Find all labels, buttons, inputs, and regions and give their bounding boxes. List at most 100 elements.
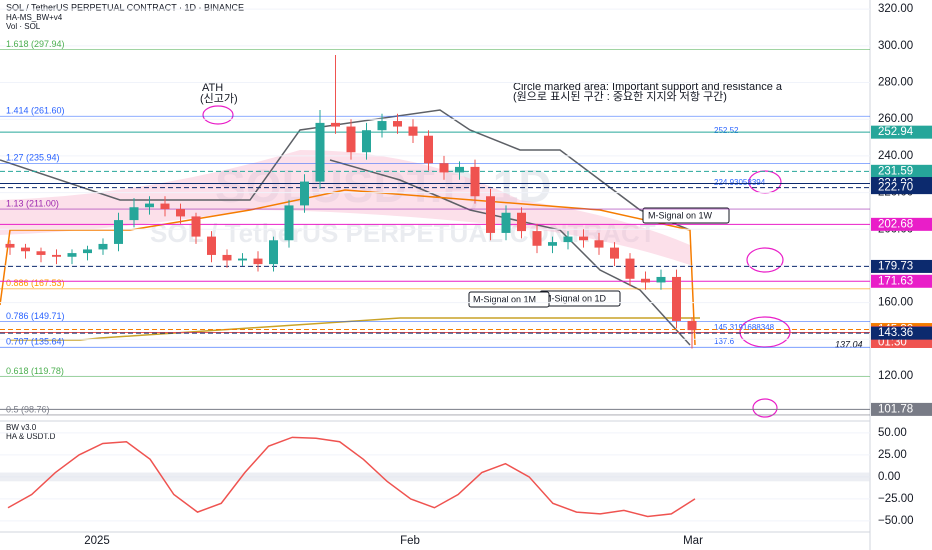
- cloud: [0, 150, 690, 265]
- candle-body: [501, 212, 511, 233]
- price-label: 171.63: [878, 275, 913, 287]
- header-title: SOL / TetherUS PERPETUAL CONTRACT · 1D ·…: [6, 2, 244, 12]
- candle-body: [439, 163, 449, 173]
- fib-label: 1.618 (297.94): [6, 39, 65, 49]
- price-label-bg: [871, 274, 932, 288]
- small-label: 224.93058394: [714, 178, 766, 187]
- candle-body: [517, 212, 526, 232]
- price-label-bg: [871, 259, 932, 273]
- zero-band: [0, 472, 870, 482]
- candle-body: [656, 276, 666, 283]
- price-label-bg: [871, 217, 932, 231]
- candle-body: [315, 122, 325, 182]
- fib-label: 0.707 (135.64): [6, 337, 65, 347]
- small-label: 137.6: [714, 337, 735, 346]
- header-indicator: HA-MS_BW+v4: [6, 13, 63, 22]
- osc-subtitle: HA & USDT.D: [6, 432, 56, 441]
- candle-body: [176, 209, 185, 217]
- watermark: SOLUSDT.P, 1D: [215, 160, 552, 212]
- candle-body: [362, 130, 371, 153]
- annotation-ath: ATH: [202, 82, 223, 94]
- label-box: [642, 207, 730, 224]
- price-label: 202.68: [878, 218, 913, 230]
- fib-label: 1.27 (235.94): [6, 153, 60, 163]
- candle-body: [207, 236, 216, 255]
- candle-body: [269, 240, 278, 265]
- price-label-bg: [871, 326, 932, 340]
- y-tick-label: 160.00: [878, 297, 913, 309]
- candle-body: [21, 247, 30, 252]
- signal-1d: M-Signal on 1D: [544, 293, 607, 303]
- candle-body: [455, 166, 464, 173]
- price-label-bg: [871, 125, 932, 139]
- price-label: 231.59: [878, 165, 913, 177]
- candle-body: [98, 243, 108, 250]
- y-tick-label: −50.00: [878, 515, 914, 527]
- candle-body: [486, 196, 495, 233]
- fib-label: 0.786 (149.71): [6, 311, 65, 321]
- annotation-note-ko: (원으로 표시된 구간 : 중요한 지지와 저항 구간): [513, 90, 727, 103]
- candle-body: [114, 220, 123, 244]
- price-label: 222.70: [878, 182, 913, 194]
- header-volume: Vol · SOL: [6, 22, 41, 31]
- y-tick-label: 300.00: [878, 40, 913, 52]
- small-label: 137.04: [835, 339, 863, 349]
- fib-label: 0.886 (167.53): [6, 278, 65, 288]
- candle-body: [346, 126, 356, 153]
- candle-body: [129, 207, 139, 221]
- price-label-bg: [871, 164, 932, 178]
- x-tick-label: 2025: [84, 535, 110, 547]
- candle-body: [424, 135, 433, 164]
- candle-body: [548, 242, 557, 246]
- candle-body: [672, 276, 681, 321]
- candle-body: [377, 121, 387, 131]
- price-label: 101.78: [878, 403, 913, 415]
- y-tick-label: 25.00: [878, 449, 907, 461]
- candle-body: [253, 258, 263, 265]
- annotation-note: Circle marked area: Important support an…: [513, 81, 783, 93]
- osc-title: BW v3.0: [6, 423, 37, 432]
- price-label: 252.94: [878, 126, 914, 138]
- osc-line: [7, 436, 696, 518]
- candle-body: [408, 126, 418, 136]
- m-signal-1d: [329, 159, 691, 346]
- price-label-bg: [871, 181, 932, 195]
- candle-body: [579, 236, 588, 241]
- candle-body: [5, 243, 15, 248]
- candle-body: [610, 247, 619, 259]
- signal-1w: M-Signal on 1W: [648, 210, 713, 220]
- candle-body: [83, 249, 92, 254]
- candle-body: [191, 216, 201, 237]
- price-label-bg: [871, 402, 932, 416]
- watermark-name: SOL / TetherUS PERPETUAL CONTRACT: [150, 218, 656, 248]
- y-tick-label: 240.00: [878, 150, 913, 162]
- candle-body: [36, 251, 46, 255]
- y-tick-label: 260.00: [878, 113, 913, 125]
- candle-body: [563, 236, 573, 243]
- candle-body: [687, 320, 697, 331]
- y-tick-label: −25.00: [878, 493, 914, 505]
- candle-body: [393, 121, 402, 127]
- candle-body: [238, 258, 247, 261]
- price-label: 143.36: [878, 327, 913, 339]
- candle-body: [67, 253, 77, 257]
- candle-body: [145, 203, 154, 208]
- annotation-ath-ko: (신고가): [200, 92, 238, 105]
- signal-1m: M-Signal on 1M: [473, 294, 536, 304]
- orange-line: [0, 189, 696, 346]
- candle-body: [594, 240, 604, 248]
- candle-body: [641, 278, 650, 283]
- small-label: 252.52: [714, 126, 739, 135]
- candle-body: [300, 181, 309, 206]
- fib-label: 1.414 (261.60): [6, 106, 65, 116]
- small-label: 145.3191688348: [714, 323, 775, 332]
- candle-body: [625, 258, 635, 279]
- candle-body: [532, 231, 542, 246]
- y-tick-label: 280.00: [878, 77, 913, 89]
- candle-body: [52, 254, 61, 257]
- candle-body: [222, 254, 232, 261]
- fib-label: 1.13 (211.00): [6, 198, 59, 208]
- m-signal-1m: [10, 317, 700, 341]
